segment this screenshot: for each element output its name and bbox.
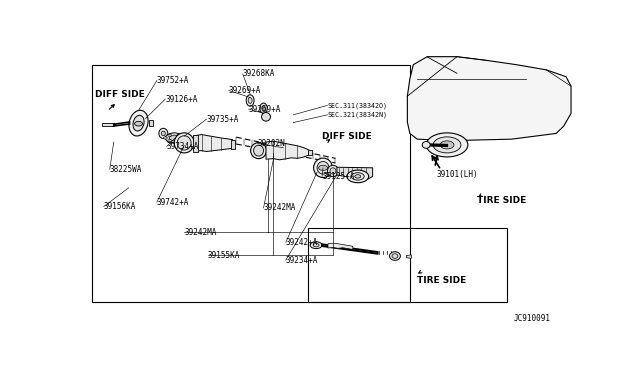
Text: 39125+A: 39125+A <box>322 172 355 181</box>
Ellipse shape <box>328 165 339 177</box>
Circle shape <box>163 137 167 139</box>
Ellipse shape <box>246 95 254 106</box>
Text: 39242+A: 39242+A <box>286 238 318 247</box>
Ellipse shape <box>317 161 329 174</box>
Circle shape <box>169 135 179 141</box>
Text: 39234+A: 39234+A <box>286 256 318 264</box>
Text: TIRE SIDE: TIRE SIDE <box>417 276 467 285</box>
Ellipse shape <box>177 136 191 150</box>
Polygon shape <box>149 120 154 126</box>
Ellipse shape <box>260 103 268 113</box>
Circle shape <box>310 242 322 248</box>
Text: TIRE SIDE: TIRE SIDE <box>477 196 526 205</box>
Polygon shape <box>337 167 372 179</box>
Circle shape <box>168 134 172 137</box>
Ellipse shape <box>314 158 332 177</box>
Polygon shape <box>266 141 309 160</box>
Text: DIFF SIDE: DIFF SIDE <box>322 132 372 141</box>
Text: 39742+A: 39742+A <box>157 198 189 207</box>
Text: 39126+A: 39126+A <box>165 94 198 103</box>
Text: 39242MA: 39242MA <box>264 203 296 212</box>
Polygon shape <box>308 150 312 155</box>
Circle shape <box>177 140 180 142</box>
Text: 39242MA: 39242MA <box>184 228 216 237</box>
Ellipse shape <box>174 133 194 153</box>
Ellipse shape <box>133 115 144 131</box>
Polygon shape <box>408 57 571 141</box>
Text: 39735+A: 39735+A <box>207 115 239 124</box>
Text: DIFF SIDE: DIFF SIDE <box>95 90 145 99</box>
Text: JC910091: JC910091 <box>514 314 551 323</box>
Text: 39156KA: 39156KA <box>104 202 136 211</box>
Text: 39752+A: 39752+A <box>157 76 189 85</box>
Text: 39268KA: 39268KA <box>243 69 275 78</box>
Text: SEC.311(38342O): SEC.311(38342O) <box>328 102 388 109</box>
Circle shape <box>433 137 461 153</box>
Circle shape <box>319 165 328 170</box>
Polygon shape <box>406 255 412 258</box>
Circle shape <box>168 140 172 142</box>
Text: SEC.321(38342N): SEC.321(38342N) <box>328 112 388 118</box>
Polygon shape <box>231 140 236 149</box>
Text: 39101(LH): 39101(LH) <box>436 170 477 179</box>
Ellipse shape <box>330 168 336 174</box>
Ellipse shape <box>159 128 168 139</box>
Circle shape <box>440 141 454 149</box>
Circle shape <box>426 133 468 157</box>
Text: 39155KA: 39155KA <box>208 251 241 260</box>
Circle shape <box>165 133 183 143</box>
Polygon shape <box>194 135 233 151</box>
Ellipse shape <box>390 252 401 260</box>
Text: 39269+A: 39269+A <box>229 86 261 95</box>
Text: 39202N: 39202N <box>257 139 285 148</box>
Ellipse shape <box>392 254 398 258</box>
Text: 38225WA: 38225WA <box>110 165 142 174</box>
Circle shape <box>177 134 180 137</box>
Circle shape <box>134 121 143 126</box>
Ellipse shape <box>422 141 430 148</box>
Circle shape <box>347 170 369 183</box>
Polygon shape <box>102 122 114 126</box>
Text: 39269+A: 39269+A <box>249 105 281 113</box>
Ellipse shape <box>262 112 271 121</box>
Ellipse shape <box>262 106 265 111</box>
Circle shape <box>313 243 319 247</box>
Ellipse shape <box>253 145 264 156</box>
Polygon shape <box>193 135 198 152</box>
Ellipse shape <box>248 97 252 103</box>
Ellipse shape <box>129 110 148 136</box>
Circle shape <box>355 175 361 178</box>
Polygon shape <box>328 243 353 250</box>
Text: 39734+A: 39734+A <box>167 142 199 151</box>
Ellipse shape <box>251 142 266 158</box>
Circle shape <box>351 173 364 180</box>
Circle shape <box>181 137 185 139</box>
Ellipse shape <box>161 131 165 136</box>
